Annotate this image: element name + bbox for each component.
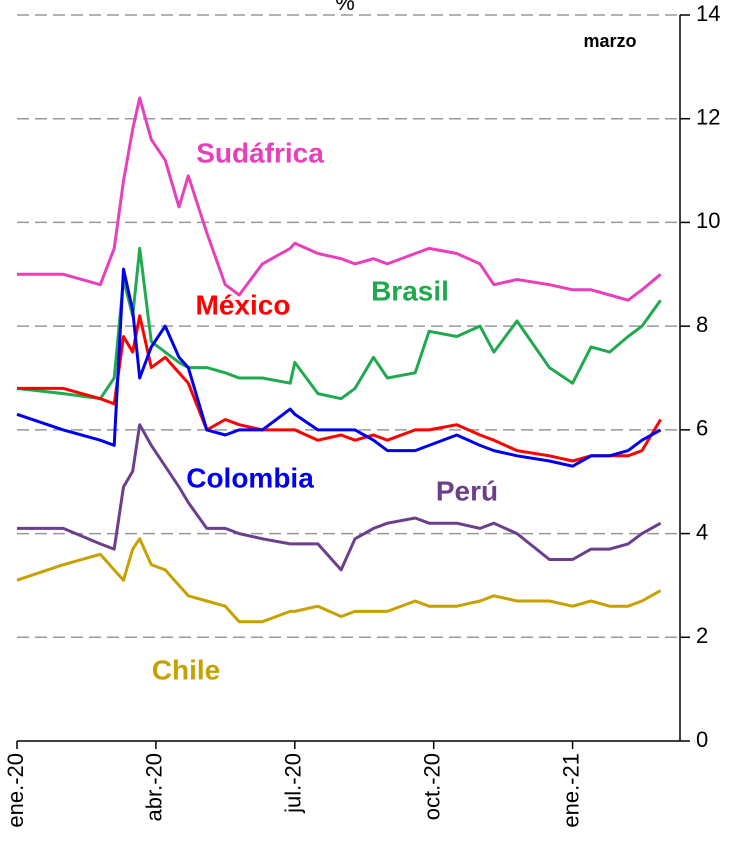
x-tick-label: ene.-21 bbox=[558, 753, 583, 828]
series-line bbox=[17, 314, 662, 463]
series-line bbox=[16, 267, 662, 468]
series-line bbox=[17, 96, 662, 302]
series-label: México bbox=[196, 289, 291, 320]
y-tick-label: 14 bbox=[696, 1, 720, 26]
annotation: marzo bbox=[583, 31, 636, 51]
x-tick-label: jul.-20 bbox=[281, 753, 306, 814]
x-tick-label: ene.-20 bbox=[3, 753, 28, 828]
x-tick-label: oct.-20 bbox=[420, 753, 445, 820]
y-tick-label: 12 bbox=[696, 105, 720, 130]
y-tick-label: 6 bbox=[696, 416, 708, 441]
series-label: Brasil bbox=[371, 275, 449, 306]
series-line bbox=[16, 246, 662, 401]
series-label: Colombia bbox=[186, 462, 314, 493]
y-tick-label: 8 bbox=[696, 312, 708, 337]
y-tick-label: 4 bbox=[696, 519, 708, 544]
y-tick-label: 0 bbox=[696, 727, 708, 752]
y-tick-label: 2 bbox=[696, 623, 708, 648]
series-label: Sudáfrica bbox=[196, 137, 324, 168]
y-tick-label: 10 bbox=[696, 208, 720, 233]
series-line bbox=[16, 537, 662, 624]
series-label: Perú bbox=[436, 475, 498, 506]
chart-title: % bbox=[335, 0, 355, 15]
x-tick-label: abr.-20 bbox=[142, 753, 167, 822]
series-label: Chile bbox=[152, 654, 220, 685]
series-line bbox=[17, 423, 662, 572]
